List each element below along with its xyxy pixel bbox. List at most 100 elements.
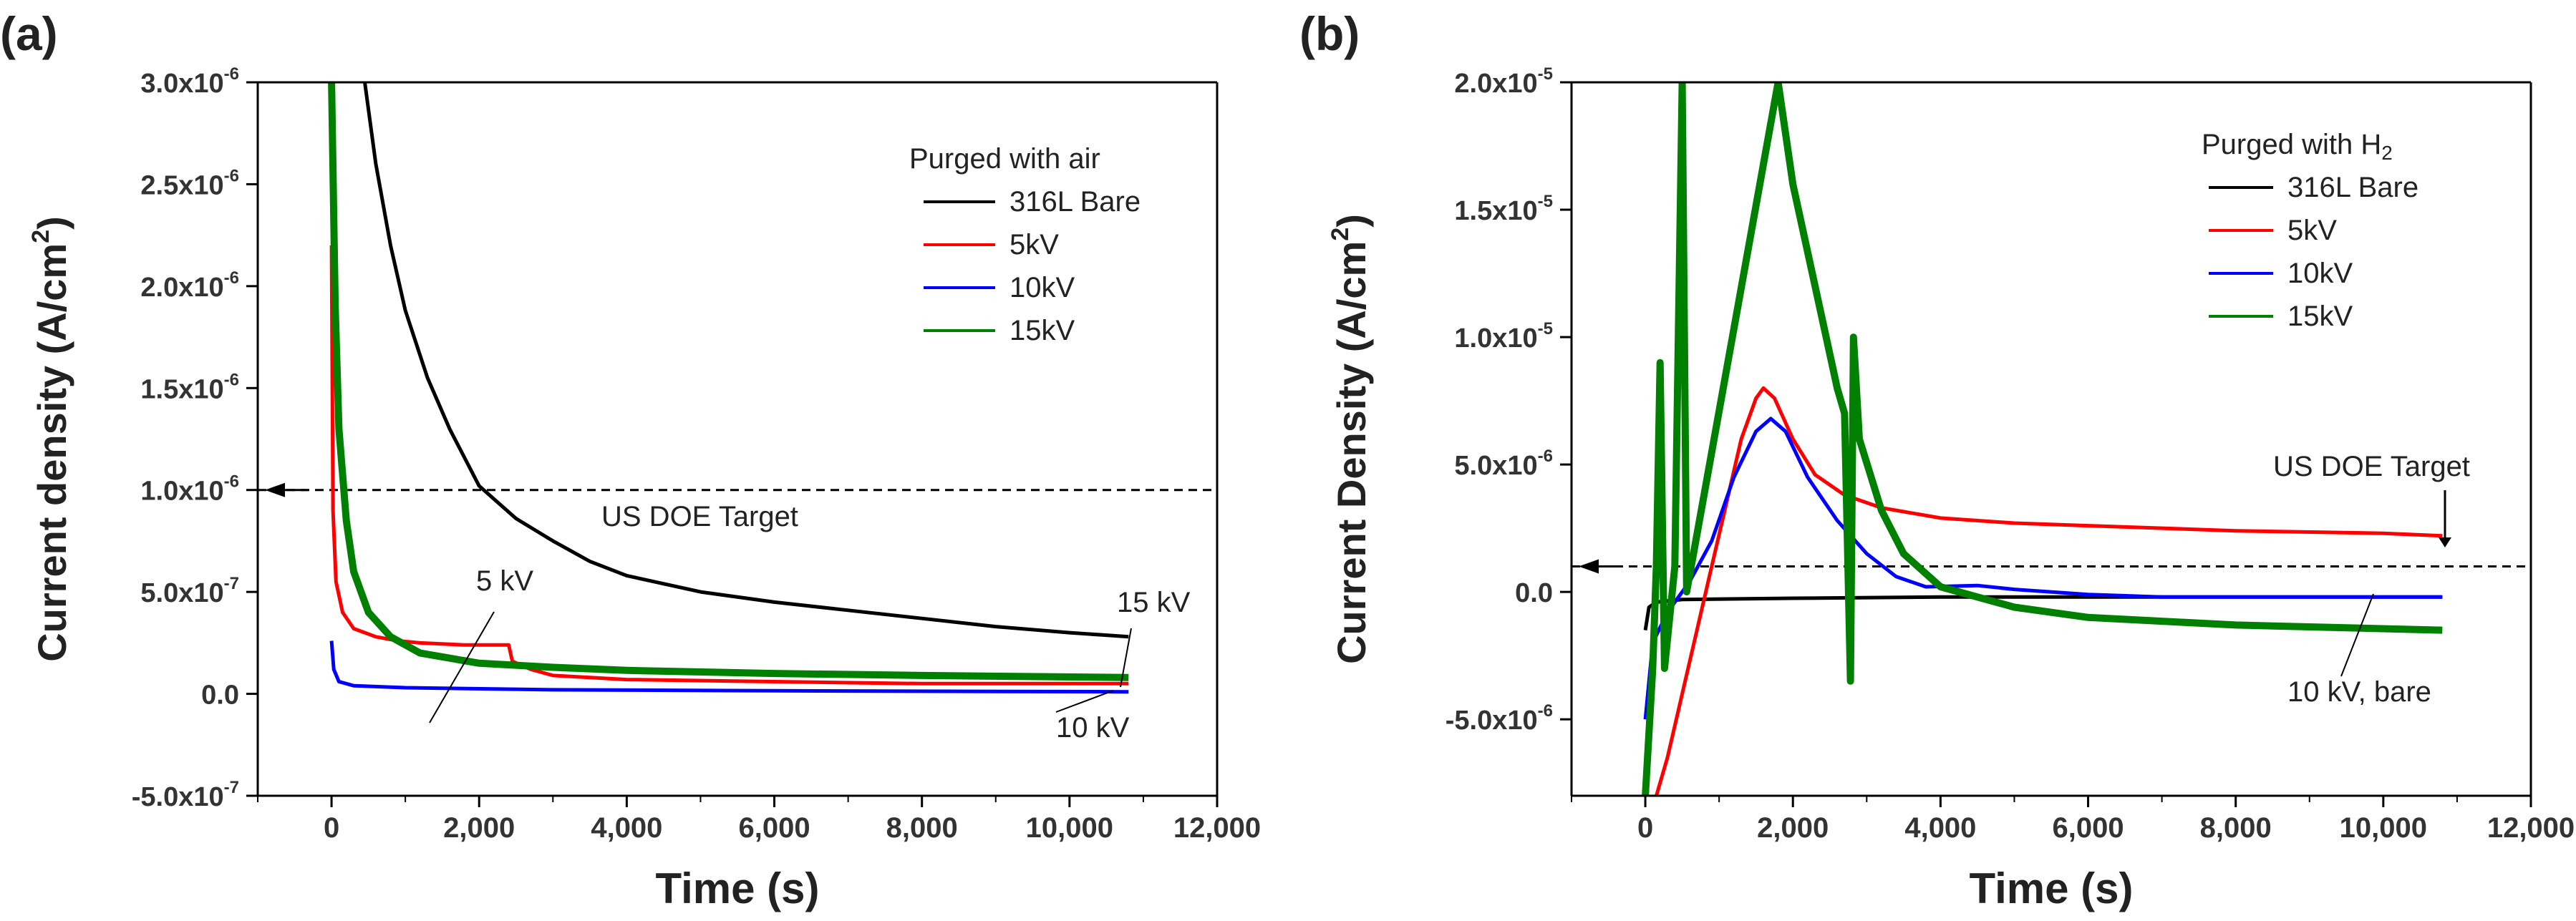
doe-down-arrow-head xyxy=(2439,537,2451,547)
y-tick-mantissa: 0.0 xyxy=(201,681,239,711)
legend-item-label: 316L Bare xyxy=(1009,186,1141,218)
x-tick-label: 4,000 xyxy=(591,812,662,844)
legend-title-text: Purged with air xyxy=(909,143,1100,175)
y-tick-label: 5.0x10-7 xyxy=(140,574,239,608)
y-axis-label-text: Current density (A/cm xyxy=(29,243,74,662)
legend-item-label: 15kV xyxy=(2287,301,2353,332)
legend-title-text: Purged with H xyxy=(2202,129,2381,160)
y-tick-exponent: -5 xyxy=(1538,64,1553,84)
x-tick-label: 12,000 xyxy=(1173,812,1261,844)
series-line-5kv xyxy=(329,245,1129,686)
y-axis-label-text: Current Density (A/cm xyxy=(1329,241,1374,664)
series-group xyxy=(328,82,1129,694)
x-tick-label: 8,000 xyxy=(2200,812,2272,844)
annotation-label: 10 kV xyxy=(1056,712,1130,744)
legend-item-label: 5kV xyxy=(2287,215,2337,246)
x-tick-label: 8,000 xyxy=(886,812,958,844)
annotation-pointer xyxy=(429,611,495,723)
y-tick-label: 3.0x10-6 xyxy=(140,64,239,99)
legend: Purged with air 316L Bare 5kV 10kV 15kV xyxy=(909,143,1141,346)
y-tick-exponent: -6 xyxy=(1538,701,1553,721)
series-line-10kv xyxy=(329,640,1129,694)
y-tick-label: 1.5x10-5 xyxy=(1454,192,1553,226)
legend-title: Purged with air xyxy=(909,143,1100,175)
x-tick-label: 10,000 xyxy=(2340,812,2427,844)
legend-item-label: 15kV xyxy=(1009,315,1075,346)
panel-label: (a) xyxy=(0,7,58,60)
doe-target-label: US DOE Target xyxy=(601,501,798,532)
y-tick-exponent: -6 xyxy=(224,370,239,389)
y-tick-exponent: -6 xyxy=(224,166,239,185)
y-axis-label-close: ) xyxy=(1329,214,1374,228)
y-axis-label: Current Density (A/cm2) xyxy=(1327,214,1374,664)
y-tick-mantissa: 5.0x10 xyxy=(1454,451,1537,481)
y-tick-mantissa: -5.0x10 xyxy=(132,782,224,812)
x-tick-label: 0 xyxy=(1637,812,1653,844)
y-tick-label: 0.0 xyxy=(1515,578,1553,608)
y-tick-mantissa: -5.0x10 xyxy=(1446,706,1538,736)
y-tick-exponent: -6 xyxy=(224,64,239,84)
annotation-pointer xyxy=(2340,593,2374,677)
legend-item-label: 316L Bare xyxy=(2287,172,2418,203)
y-axis-label: Current density (A/cm2) xyxy=(27,216,74,662)
y-tick-mantissa: 1.0x10 xyxy=(140,477,223,507)
legend-title: Purged with H2 xyxy=(2202,129,2393,164)
x-tick-label: 0 xyxy=(324,812,339,844)
x-tick-label: 2,000 xyxy=(1757,812,1829,844)
y-tick-mantissa: 2.5x10 xyxy=(140,170,223,200)
chart-panel-a: (a) US DOE Target 0 2,000 4,000 6,000 8,000 10,… xyxy=(0,7,1261,912)
y-tick-label: -5.0x10-6 xyxy=(1446,701,1553,736)
legend-item-label: 5kV xyxy=(1009,229,1059,260)
y-tick-mantissa: 1.5x10 xyxy=(1454,196,1537,226)
y-tick-exponent: -6 xyxy=(224,472,239,492)
legend: Purged with H2 316L Bare 5kV 10kV 15kV xyxy=(2202,129,2418,332)
y-tick-exponent: -6 xyxy=(224,268,239,288)
y-tick-mantissa: 2.0x10 xyxy=(1454,69,1537,99)
y-tick-label: 2.5x10-6 xyxy=(140,166,239,200)
y-tick-label: 2.0x10-6 xyxy=(140,268,239,303)
series-line-15kv xyxy=(328,82,1129,681)
doe-target-arrow xyxy=(1579,559,1599,574)
annotation-label: 15 kV xyxy=(1117,587,1191,618)
y-tick-mantissa: 2.0x10 xyxy=(140,273,223,303)
x-tick-label: 4,000 xyxy=(1904,812,1976,844)
y-tick-mantissa: 1.5x10 xyxy=(140,374,223,404)
legend-item-label: 10kV xyxy=(2287,258,2353,289)
annotation-pointer xyxy=(1120,628,1132,688)
y-tick-label: -5.0x10-7 xyxy=(132,778,239,812)
y-tick-exponent: -6 xyxy=(1538,447,1553,466)
x-tick-label: 6,000 xyxy=(2052,812,2124,844)
y-axis-label-close: ) xyxy=(29,216,74,230)
legend-item-label: 10kV xyxy=(1009,272,1075,303)
annotation-pointer xyxy=(1055,690,1114,713)
x-tick-label: 2,000 xyxy=(443,812,515,844)
annotation-label: 10 kV, bare xyxy=(2287,676,2431,708)
doe-target-label: US DOE Target xyxy=(2273,451,2470,482)
x-tick-label: 6,000 xyxy=(738,812,810,844)
series-group xyxy=(1642,82,2443,796)
chart-panel-b: (b) US DOE Target 0 2,000 4,000 6,000 8,000 10,… xyxy=(1299,7,2575,912)
x-axis-label: Time (s) xyxy=(1970,864,2134,912)
y-tick-exponent: -5 xyxy=(1538,192,1553,211)
y-tick-label: 2.0x10-5 xyxy=(1454,64,1553,99)
y-tick-exponent: -5 xyxy=(1538,319,1553,338)
legend-title-subscript: 2 xyxy=(2381,142,2393,164)
x-tick-label: 10,000 xyxy=(1026,812,1113,844)
series-line-15kv xyxy=(1642,82,2443,796)
x-axis-label: Time (s) xyxy=(656,864,820,912)
y-tick-mantissa: 1.0x10 xyxy=(1454,323,1537,354)
y-tick-exponent: -7 xyxy=(224,778,239,797)
annotation-label: 5 kV xyxy=(476,565,533,597)
y-tick-label: 1.0x10-5 xyxy=(1454,319,1553,354)
y-tick-label: 1.5x10-6 xyxy=(140,370,239,404)
y-tick-mantissa: 3.0x10 xyxy=(140,69,223,99)
y-axis-label-superscript: 2 xyxy=(27,230,54,243)
y-tick-exponent: -7 xyxy=(224,574,239,593)
x-tick-label: 12,000 xyxy=(2487,812,2575,844)
panel-label: (b) xyxy=(1299,7,1360,60)
y-tick-label: 5.0x10-6 xyxy=(1454,447,1553,481)
series-line-316l-bare xyxy=(363,82,1129,639)
doe-target-arrow xyxy=(265,482,285,497)
